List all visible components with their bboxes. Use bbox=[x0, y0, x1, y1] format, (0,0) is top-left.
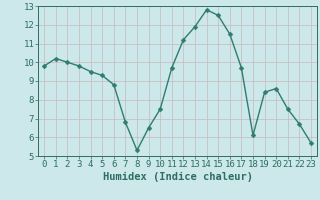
X-axis label: Humidex (Indice chaleur): Humidex (Indice chaleur) bbox=[103, 172, 252, 182]
